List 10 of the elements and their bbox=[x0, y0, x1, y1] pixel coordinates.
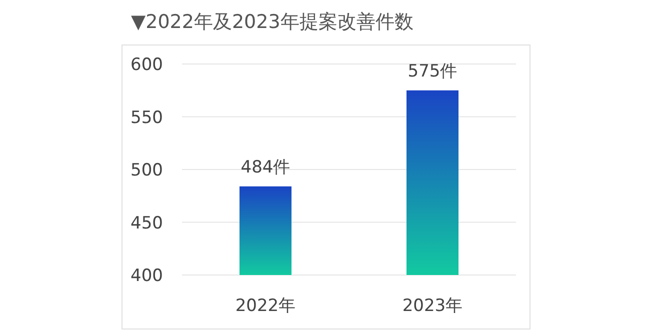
data-label: 484件 bbox=[240, 157, 290, 178]
ytick: 450 bbox=[130, 213, 163, 234]
ytick: 400 bbox=[130, 266, 163, 286]
xtick: 2023年 bbox=[402, 296, 463, 316]
ytick: 600 bbox=[130, 55, 163, 75]
ytick: 550 bbox=[130, 108, 163, 128]
xtick: 2022年 bbox=[235, 296, 296, 316]
title: ▼2022年及2023年提案改善件数 bbox=[131, 11, 414, 33]
ytick: 500 bbox=[130, 160, 163, 180]
data-label: 575件 bbox=[408, 61, 458, 82]
